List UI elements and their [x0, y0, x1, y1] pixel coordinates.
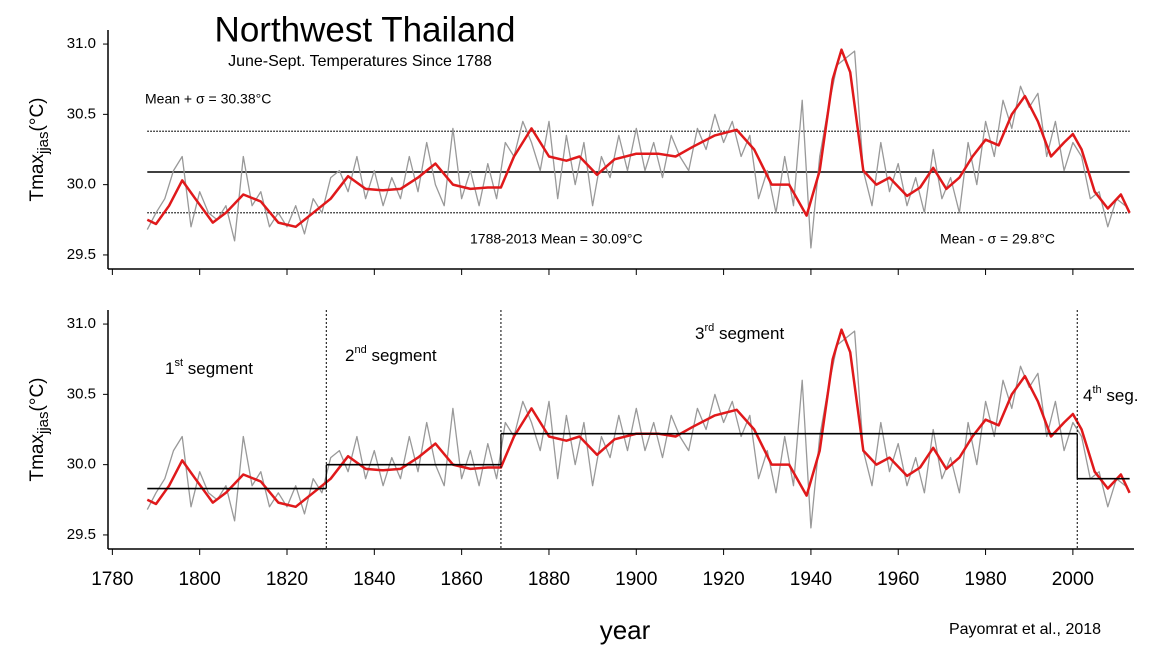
y-label-part: jjas — [35, 411, 52, 435]
data-line — [146, 330, 1126, 529]
chart-title: Northwest Thailand — [215, 10, 516, 49]
x-tick-label: 1840 — [353, 569, 395, 590]
reference-label: Mean + σ = 30.38°C — [145, 91, 271, 107]
chart-subtitle: June-Sept. Temperatures Since 1788 — [228, 53, 492, 70]
x-tick-label: 2000 — [1052, 569, 1094, 590]
segment-label: 2nd segment — [345, 344, 437, 366]
y-tick-label: 30.5 — [67, 105, 96, 122]
segment-label: 4th seg. — [1083, 384, 1139, 406]
segment-num: 1 — [165, 359, 174, 378]
y-label-part: jjas — [35, 131, 52, 155]
segment-text: seg. — [1102, 386, 1139, 405]
x-tick-label: 1820 — [266, 569, 308, 590]
y-axis-label: Tmaxjjas(°C) — [27, 98, 52, 202]
segment-text: segment — [183, 359, 253, 378]
data-line — [146, 48, 1131, 229]
segment-text: segment — [367, 346, 437, 365]
data-line — [146, 50, 1126, 249]
x-tick-label: 1960 — [877, 569, 919, 590]
segment-num: 3 — [695, 324, 704, 343]
x-tick-label: 1780 — [91, 569, 133, 590]
y-tick-label: 31.0 — [67, 35, 96, 52]
x-tick-label: 1880 — [528, 569, 570, 590]
y-tick-label: 30.0 — [67, 456, 96, 473]
segment-text: segment — [714, 324, 784, 343]
x-tick-label: 1900 — [615, 569, 657, 590]
segment-num: 2 — [345, 346, 354, 365]
x-axis-label: year — [600, 615, 651, 645]
x-tick-label: 1940 — [790, 569, 832, 590]
y-tick-label: 31.0 — [67, 315, 96, 332]
segment-label: 3rd segment — [695, 322, 784, 344]
x-tick-label: 1860 — [441, 569, 483, 590]
y-tick-label: 30.0 — [67, 176, 96, 193]
x-tick-label: 1980 — [964, 569, 1006, 590]
segment-sup: st — [174, 357, 183, 369]
y-tick-label: 29.5 — [67, 246, 96, 263]
y-axis-label: Tmaxjjas(°C) — [27, 378, 52, 482]
y-label-part: Tmax — [27, 154, 48, 202]
y-label-part: Tmax — [27, 434, 48, 482]
segment-label: 1st segment — [165, 357, 253, 379]
y-label-part: (°C) — [27, 378, 48, 412]
reference-label: Mean - σ = 29.8°C — [940, 231, 1055, 247]
credit: Payomrat et al., 2018 — [949, 621, 1101, 638]
segment-sup: rd — [704, 322, 714, 334]
reference-label: 1788-2013 Mean = 30.09°C — [470, 231, 643, 247]
data-line — [146, 328, 1131, 509]
segment-sup: th — [1092, 384, 1101, 396]
segment-sup: nd — [354, 344, 366, 356]
y-tick-label: 29.5 — [67, 526, 96, 543]
segment-num: 4 — [1083, 386, 1092, 405]
y-tick-label: 30.5 — [67, 385, 96, 402]
x-tick-label: 1800 — [179, 569, 221, 590]
y-label-part: (°C) — [27, 98, 48, 132]
x-tick-label: 1920 — [702, 569, 744, 590]
